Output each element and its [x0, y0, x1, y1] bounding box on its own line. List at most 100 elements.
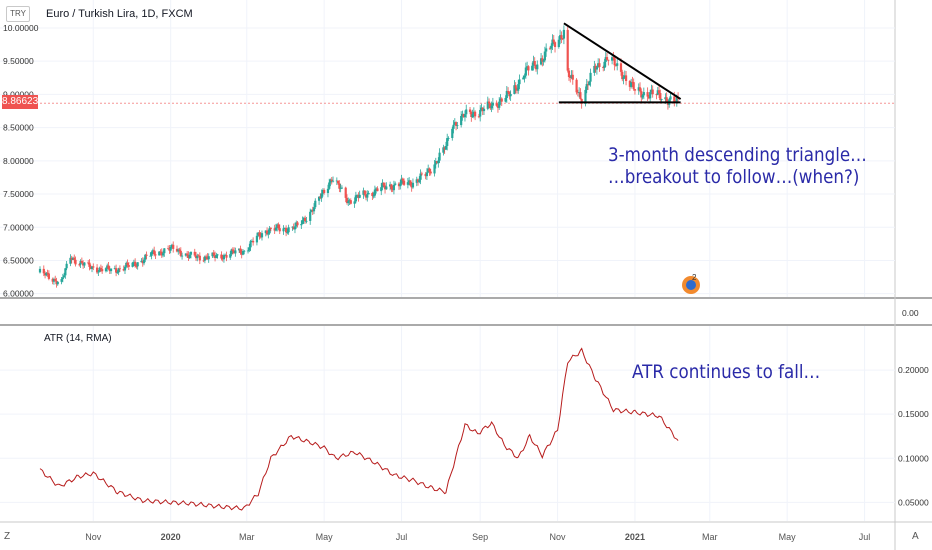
candle [482, 105, 486, 116]
candle [589, 68, 592, 87]
candle-body [104, 268, 108, 272]
candle-body [646, 92, 649, 97]
candle-body [212, 252, 215, 256]
candle-body [579, 92, 582, 99]
price-tick-label: 6.00000 [3, 289, 34, 299]
candle [371, 191, 374, 201]
symbol-badge[interactable]: TRY [6, 6, 30, 22]
x-tick-label: Nov [85, 532, 102, 542]
zoom-button[interactable]: Z [4, 531, 11, 542]
candle-body [409, 180, 412, 186]
candle [284, 225, 288, 237]
candle-body [168, 248, 171, 251]
candle-body [45, 272, 48, 276]
candle [499, 94, 502, 106]
logo-icon [682, 276, 700, 294]
candle-body [239, 248, 242, 253]
candle-body [373, 189, 376, 196]
candle [122, 265, 125, 272]
candle-body [655, 94, 658, 96]
candle [317, 196, 321, 205]
candle-body [500, 98, 503, 102]
candle-body [614, 65, 618, 67]
candle [523, 73, 526, 83]
candle-body [160, 252, 163, 256]
candle-body [560, 35, 563, 39]
price-tick-label: 7.00000 [3, 222, 34, 232]
candle [509, 90, 512, 101]
candle-body [177, 249, 180, 252]
candle-body [167, 248, 170, 250]
candle-body [385, 186, 388, 190]
candle [506, 87, 510, 94]
candle-body [79, 261, 82, 265]
candle-body [291, 226, 294, 228]
candle [161, 250, 165, 258]
indicator-title[interactable]: ATR (14, RMA) [44, 333, 112, 344]
candle [496, 104, 500, 113]
candle-body [213, 255, 217, 259]
candle-body [425, 172, 429, 177]
candle-body [534, 64, 538, 70]
candle [328, 178, 331, 190]
candle-body [461, 113, 464, 116]
candle-body [197, 255, 200, 257]
candle-body [296, 222, 299, 226]
candle-body [362, 190, 365, 195]
candle [52, 277, 56, 285]
candle [373, 185, 376, 198]
candle-body [664, 97, 667, 100]
candle-body [633, 89, 637, 91]
candle-body [286, 232, 289, 234]
candle-body [381, 182, 384, 188]
candle [169, 245, 172, 254]
candle-body [611, 57, 614, 61]
candle-body [135, 266, 138, 267]
candle [383, 182, 387, 194]
x-tick-label: Jul [396, 532, 408, 542]
candle [641, 94, 644, 100]
candle [188, 252, 191, 260]
candle [186, 251, 189, 258]
candle [241, 248, 245, 256]
candle [344, 186, 347, 203]
candle-body [54, 279, 57, 281]
candle [424, 172, 427, 180]
candle [438, 148, 441, 164]
auto-scale-button[interactable]: A [912, 531, 919, 542]
candle [557, 36, 560, 49]
candle [95, 264, 99, 275]
candle-body [257, 232, 260, 236]
candle [418, 176, 421, 184]
candle-body [161, 253, 165, 256]
candle [330, 177, 333, 185]
candle-body [140, 260, 143, 263]
candle-body [357, 194, 360, 198]
candle-body [557, 39, 560, 48]
candle [433, 160, 436, 177]
candle [419, 169, 422, 185]
candle [447, 136, 450, 141]
candle [339, 183, 342, 193]
candle-body [194, 255, 198, 259]
candle [508, 91, 511, 100]
candle [638, 82, 642, 93]
candle [321, 188, 324, 197]
candle [566, 24, 569, 73]
x-tick-label: Sep [472, 532, 488, 542]
candle [429, 168, 432, 176]
candle-body [632, 82, 635, 90]
candle [99, 264, 102, 273]
candle [561, 38, 564, 41]
candle [51, 277, 54, 285]
candle-body [52, 279, 56, 282]
candle [82, 260, 85, 269]
candle-body [215, 255, 218, 259]
candle [567, 67, 571, 81]
price-tick-label: 6.50000 [3, 255, 34, 265]
candle-body [586, 84, 590, 86]
candle [167, 245, 170, 250]
candle [259, 232, 262, 239]
